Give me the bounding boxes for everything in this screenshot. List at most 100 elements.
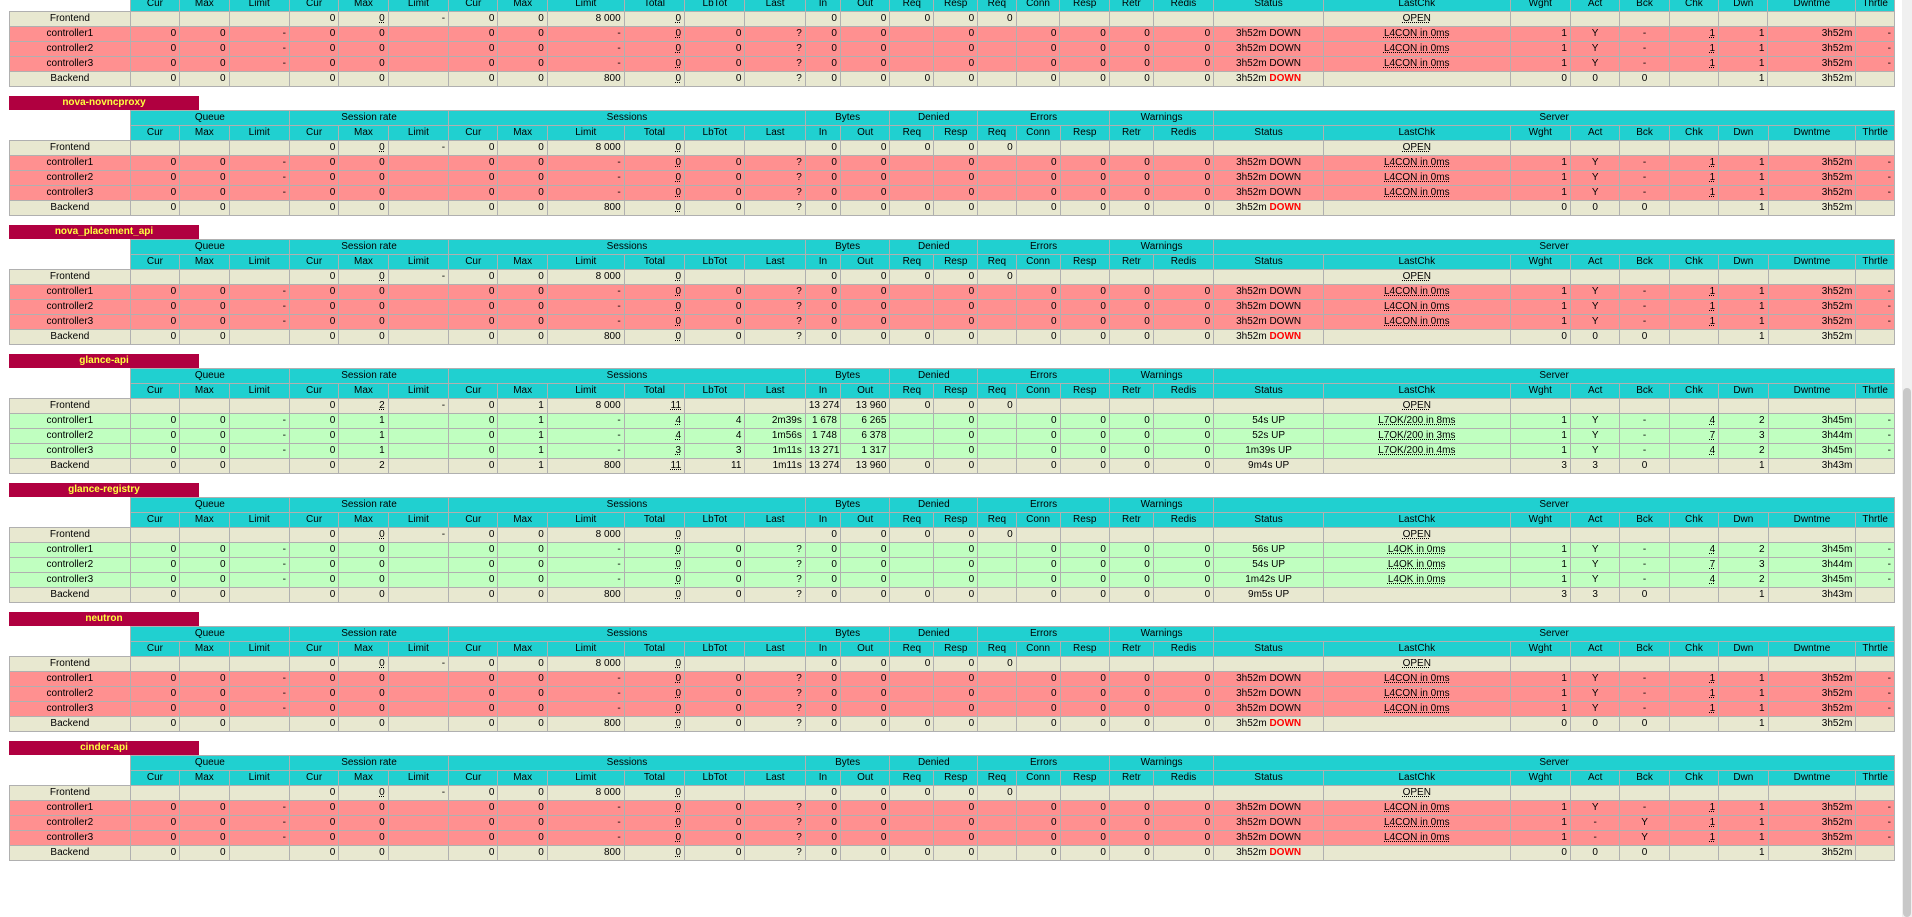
table-cell[interactable]: [1322, 329, 1511, 345]
table-cell[interactable]: 0: [623, 155, 686, 171]
table-cell[interactable]: 0: [623, 185, 686, 201]
proxy-name[interactable]: glance-api: [9, 354, 199, 368]
table-cell[interactable]: OPEN: [1322, 140, 1511, 156]
table-cell[interactable]: 7: [1668, 428, 1720, 444]
table-cell[interactable]: L7OK/200 in 4ms: [1322, 443, 1511, 459]
table-cell[interactable]: L4CON in 0ms: [1322, 26, 1511, 42]
table-cell[interactable]: L4OK in 0ms: [1322, 572, 1511, 588]
table-cell[interactable]: L4CON in 0ms: [1322, 815, 1511, 831]
table-cell[interactable]: 4: [1668, 542, 1720, 558]
table-cell[interactable]: 1: [1668, 56, 1720, 72]
table-cell[interactable]: OPEN: [1322, 527, 1511, 543]
table-cell[interactable]: [1322, 458, 1511, 474]
table-cell[interactable]: 0: [623, 845, 686, 861]
table-cell[interactable]: OPEN: [1322, 785, 1511, 801]
table-cell[interactable]: 0: [623, 656, 686, 672]
table-cell[interactable]: L4CON in 0ms: [1322, 155, 1511, 171]
table-cell[interactable]: 0: [623, 716, 686, 732]
table-cell[interactable]: 0: [623, 542, 686, 558]
table-cell[interactable]: L4CON in 0ms: [1322, 701, 1511, 717]
table-cell[interactable]: L4CON in 0ms: [1322, 830, 1511, 846]
table-cell[interactable]: L4CON in 0ms: [1322, 686, 1511, 702]
proxy-name[interactable]: glance-registry: [9, 483, 199, 497]
table-cell[interactable]: [1322, 716, 1511, 732]
table-cell[interactable]: 0: [623, 587, 686, 603]
table-cell[interactable]: 1: [1668, 26, 1720, 42]
table-cell[interactable]: 1: [1668, 815, 1720, 831]
table-cell[interactable]: 4: [623, 428, 686, 444]
table-cell[interactable]: 0: [623, 815, 686, 831]
table-cell[interactable]: 0: [623, 671, 686, 687]
table-cell[interactable]: 0: [623, 140, 686, 156]
table-cell[interactable]: L4OK in 0ms: [1322, 542, 1511, 558]
table-cell[interactable]: L4CON in 0ms: [1322, 185, 1511, 201]
proxy-name[interactable]: neutron: [9, 612, 199, 626]
scrollbar-thumb[interactable]: [1903, 388, 1911, 917]
table-cell[interactable]: 0: [623, 71, 686, 87]
table-cell[interactable]: L4CON in 0ms: [1322, 299, 1511, 315]
table-cell[interactable]: 0: [623, 299, 686, 315]
table-cell[interactable]: OPEN: [1322, 269, 1511, 285]
table-cell[interactable]: L4OK in 0ms: [1322, 557, 1511, 573]
table-cell[interactable]: 4: [1668, 572, 1720, 588]
table-cell[interactable]: 0: [623, 170, 686, 186]
table-cell[interactable]: L4CON in 0ms: [1322, 314, 1511, 330]
table-cell[interactable]: L4CON in 0ms: [1322, 284, 1511, 300]
table-cell[interactable]: 0: [623, 572, 686, 588]
table-cell[interactable]: 1: [1668, 284, 1720, 300]
table-cell[interactable]: 0: [623, 830, 686, 846]
table-cell[interactable]: 0: [623, 11, 686, 27]
table-cell[interactable]: 0: [623, 686, 686, 702]
table-cell[interactable]: 1: [1668, 671, 1720, 687]
table-cell[interactable]: L4CON in 0ms: [1322, 41, 1511, 57]
table-cell[interactable]: 1: [1668, 701, 1720, 717]
table-cell[interactable]: 0: [623, 557, 686, 573]
proxy-name[interactable]: nova_placement_api: [9, 225, 199, 239]
table-cell[interactable]: 0: [623, 329, 686, 345]
table-cell[interactable]: 0: [623, 314, 686, 330]
table-cell[interactable]: 11: [623, 398, 686, 414]
table-cell[interactable]: 0: [623, 41, 686, 57]
table-cell[interactable]: OPEN: [1322, 11, 1511, 27]
proxy-name[interactable]: nova-novncproxy: [9, 96, 199, 110]
table-cell[interactable]: L4CON in 0ms: [1322, 671, 1511, 687]
table-cell[interactable]: 4: [1668, 413, 1720, 429]
proxy-name[interactable]: cinder-api: [9, 741, 199, 755]
table-cell[interactable]: 0: [623, 284, 686, 300]
table-cell[interactable]: L4CON in 0ms: [1322, 800, 1511, 816]
vertical-scrollbar[interactable]: [1902, 0, 1912, 917]
table-cell[interactable]: L7OK/200 in 3ms: [1322, 428, 1511, 444]
table-cell[interactable]: 1: [1668, 830, 1720, 846]
table-cell[interactable]: 1: [1668, 155, 1720, 171]
table-cell[interactable]: L4CON in 0ms: [1322, 170, 1511, 186]
table-cell[interactable]: 0: [623, 800, 686, 816]
table-cell[interactable]: 1: [1668, 314, 1720, 330]
table-cell[interactable]: 1: [1668, 185, 1720, 201]
table-cell[interactable]: 0: [623, 785, 686, 801]
table-cell[interactable]: 1: [1668, 170, 1720, 186]
table-cell[interactable]: 11: [623, 458, 686, 474]
table-cell[interactable]: [1322, 845, 1511, 861]
table-cell[interactable]: 0: [623, 701, 686, 717]
table-cell[interactable]: [1322, 587, 1511, 603]
table-cell[interactable]: 3: [623, 443, 686, 459]
table-cell[interactable]: L4CON in 0ms: [1322, 56, 1511, 72]
table-cell[interactable]: 0: [623, 527, 686, 543]
table-cell[interactable]: OPEN: [1322, 656, 1511, 672]
table-cell[interactable]: L7OK/200 in 8ms: [1322, 413, 1511, 429]
table-cell[interactable]: 1: [1668, 299, 1720, 315]
table-cell[interactable]: 0: [623, 26, 686, 42]
table-cell[interactable]: [1322, 200, 1511, 216]
table-cell[interactable]: 7: [1668, 557, 1720, 573]
table-cell[interactable]: 1: [1668, 41, 1720, 57]
table-cell[interactable]: 0: [623, 200, 686, 216]
table-cell: [889, 686, 935, 702]
table-cell[interactable]: 0: [623, 56, 686, 72]
table-cell[interactable]: 4: [1668, 443, 1720, 459]
table-cell[interactable]: 0: [623, 269, 686, 285]
table-cell[interactable]: [1322, 71, 1511, 87]
table-cell[interactable]: 1: [1668, 686, 1720, 702]
table-cell[interactable]: 1: [1668, 800, 1720, 816]
table-cell[interactable]: 4: [623, 413, 686, 429]
table-cell[interactable]: OPEN: [1322, 398, 1511, 414]
